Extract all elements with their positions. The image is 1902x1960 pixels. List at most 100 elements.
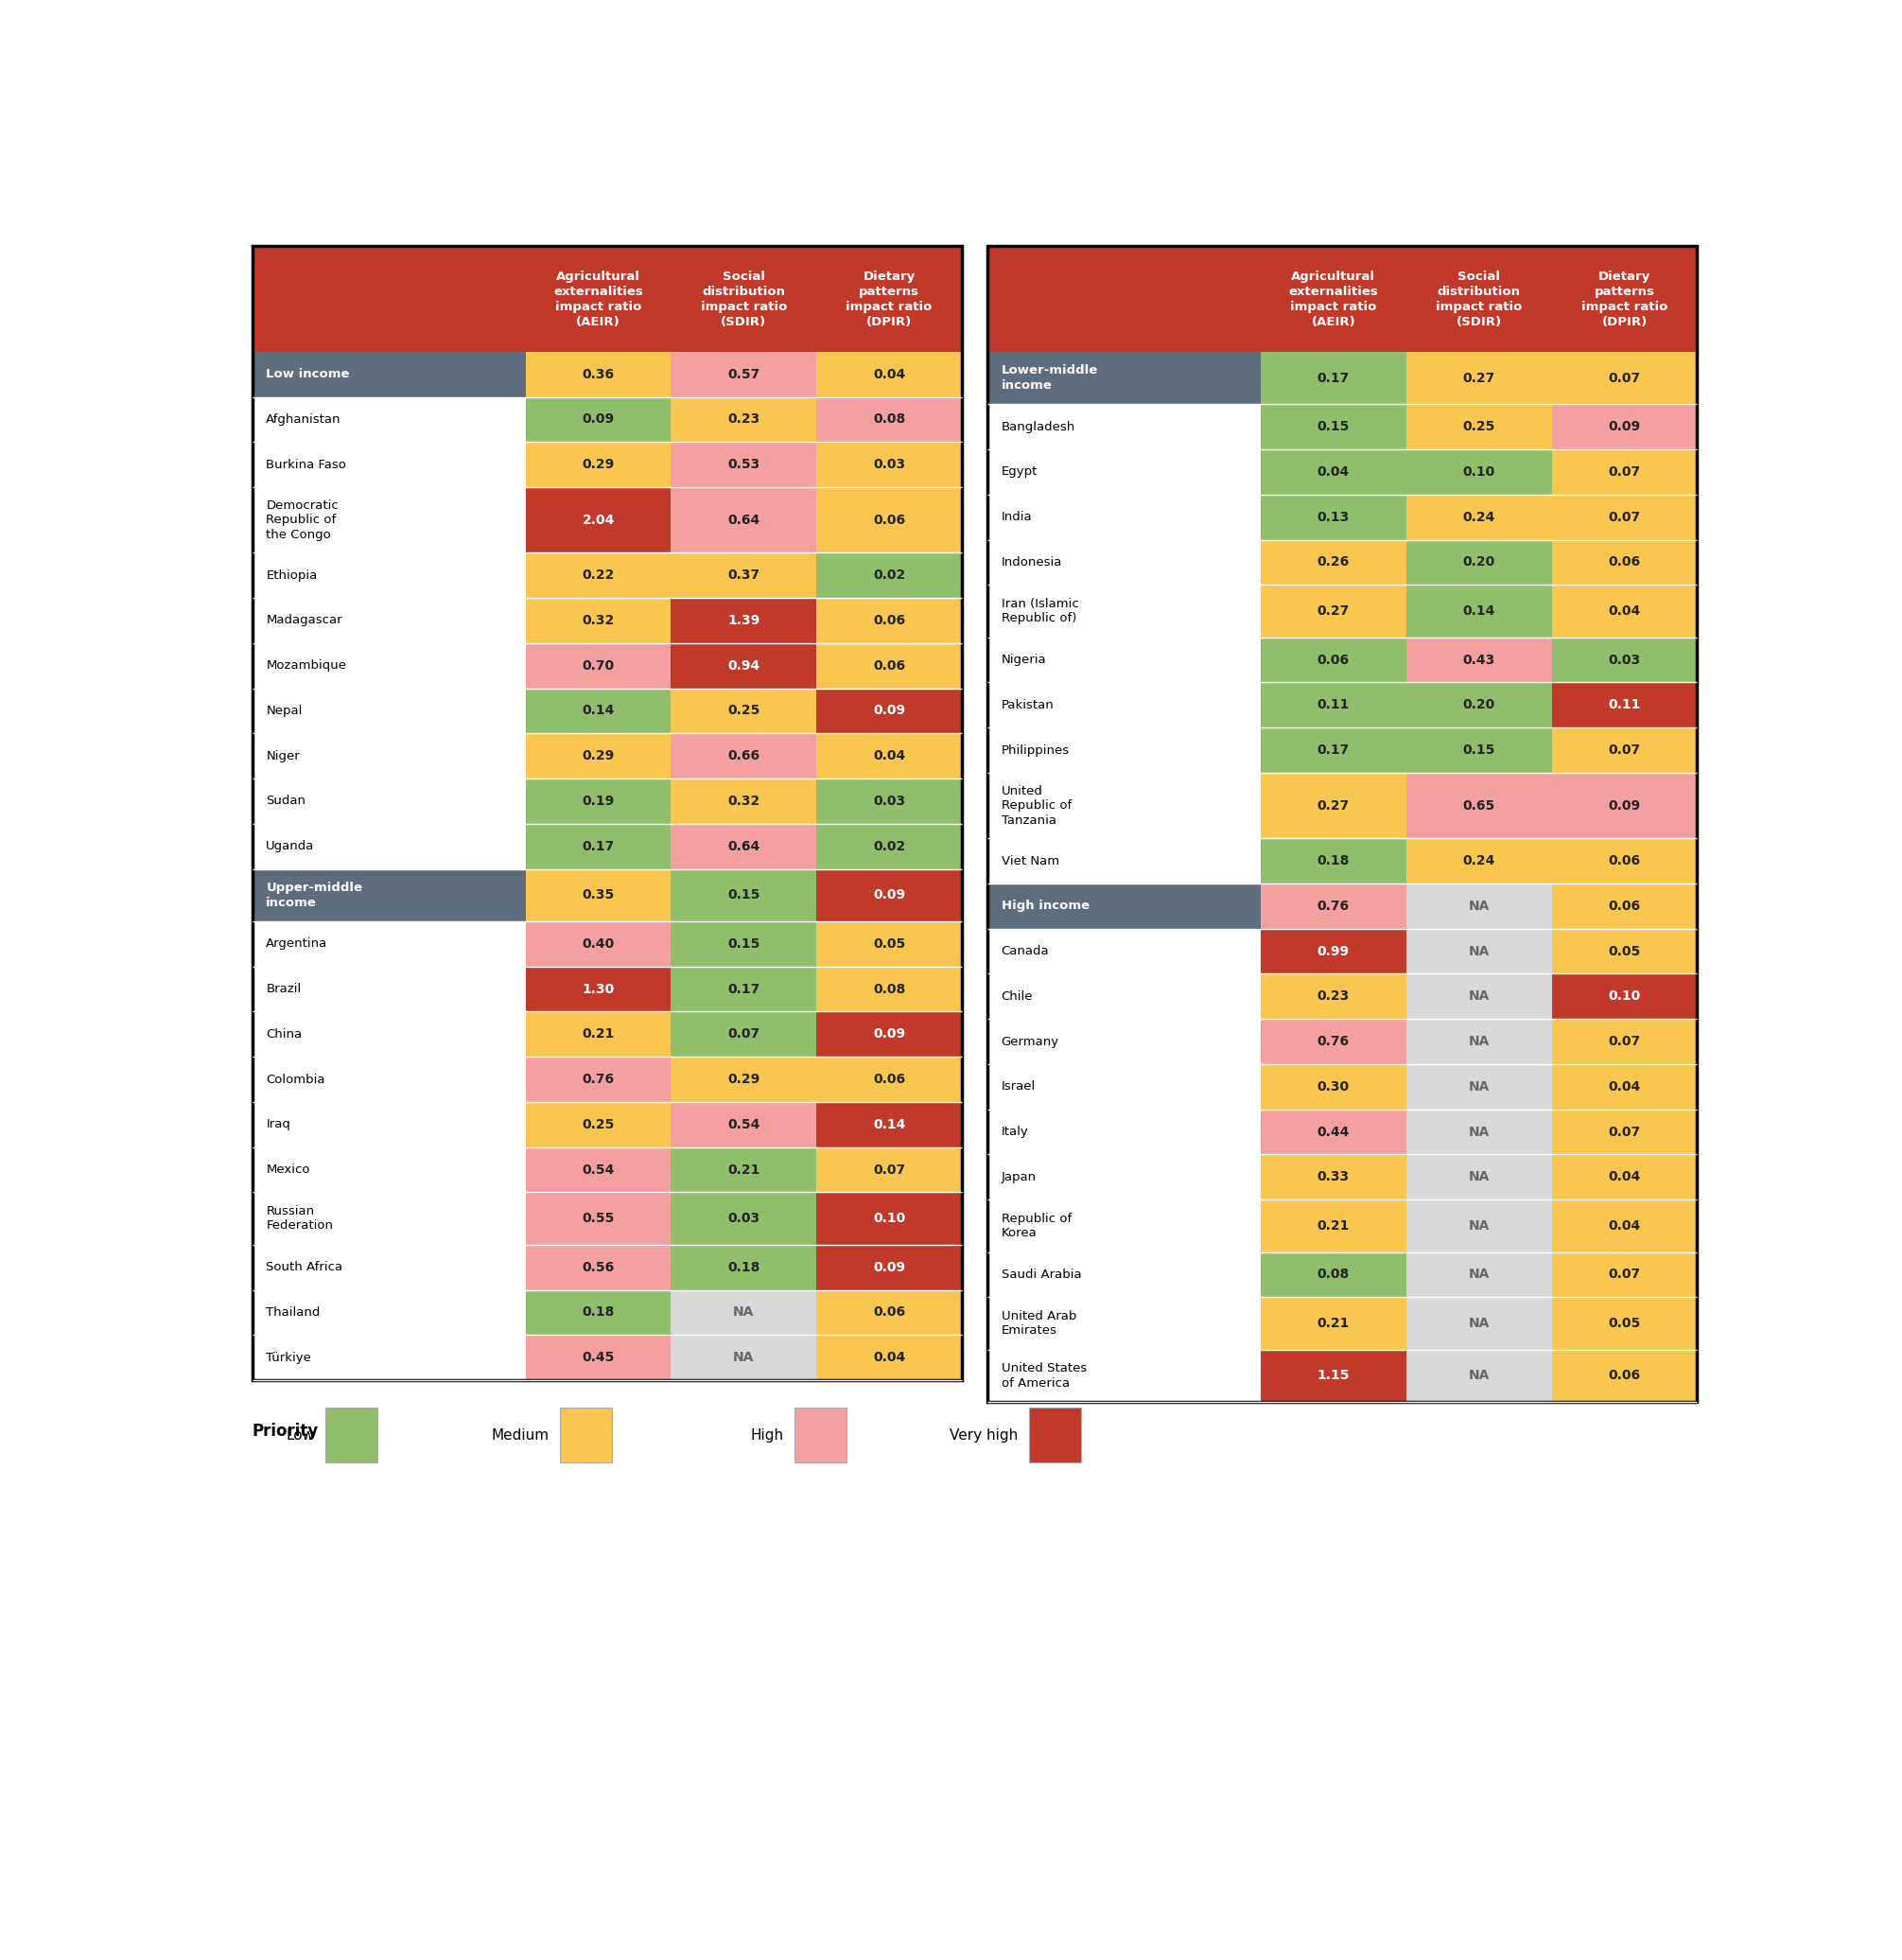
Text: Republic of
Korea: Republic of Korea (1000, 1213, 1071, 1239)
Text: 0.27: 0.27 (1318, 604, 1350, 617)
Text: 0.17: 0.17 (1318, 370, 1350, 384)
Bar (1261, 494, 1406, 539)
Text: 0.21: 0.21 (727, 1162, 761, 1176)
Text: High income: High income (1000, 900, 1090, 911)
Text: 0.20: 0.20 (1463, 698, 1495, 711)
Text: 0.02: 0.02 (873, 568, 905, 582)
Bar (816, 733, 962, 778)
Text: 0.07: 0.07 (728, 1027, 761, 1041)
Bar (816, 396, 962, 443)
Bar (1261, 884, 1406, 929)
Text: Türkiye: Türkiye (266, 1352, 312, 1364)
Text: Israel: Israel (1000, 1080, 1035, 1094)
Bar (671, 966, 816, 1011)
Text: NA: NA (1468, 945, 1489, 958)
Text: Low: Low (285, 1429, 314, 1443)
Text: 0.07: 0.07 (1609, 1125, 1641, 1139)
Bar (325, 1407, 377, 1462)
Text: Canada: Canada (1000, 945, 1050, 956)
Text: 1.15: 1.15 (1318, 1370, 1350, 1382)
Text: NA: NA (1468, 1080, 1489, 1094)
Text: Burkina Faso: Burkina Faso (266, 459, 346, 470)
Bar (987, 637, 1261, 682)
Bar (671, 868, 816, 921)
Text: 0.36: 0.36 (582, 368, 614, 380)
Text: 0.66: 0.66 (728, 749, 761, 762)
Bar (816, 688, 962, 733)
Bar (816, 823, 962, 868)
Bar (1406, 1350, 1552, 1401)
Text: Uganda: Uganda (266, 841, 314, 853)
Text: 0.15: 0.15 (1463, 743, 1495, 757)
Text: Saudi Arabia: Saudi Arabia (1000, 1268, 1082, 1280)
Text: 0.43: 0.43 (1463, 653, 1495, 666)
Text: 1.30: 1.30 (582, 982, 614, 996)
Text: Pakistan: Pakistan (1000, 700, 1054, 711)
Bar (1261, 1154, 1406, 1200)
Bar (987, 929, 1261, 974)
Text: 0.25: 0.25 (1463, 419, 1495, 433)
Bar (1406, 584, 1552, 637)
Bar (816, 1147, 962, 1192)
Text: China: China (266, 1029, 302, 1041)
Text: Iraq: Iraq (266, 1119, 291, 1131)
Bar (987, 1064, 1261, 1109)
Text: 0.06: 0.06 (1318, 653, 1350, 666)
Bar (253, 1011, 525, 1056)
Text: Germany: Germany (1000, 1035, 1059, 1049)
Bar (1552, 1252, 1697, 1298)
Bar (253, 247, 962, 351)
Text: 0.14: 0.14 (1463, 604, 1495, 617)
Text: Nepal: Nepal (266, 706, 302, 717)
Text: 0.15: 0.15 (727, 888, 761, 902)
Bar (525, 396, 671, 443)
Bar (1406, 1298, 1552, 1350)
Text: 0.25: 0.25 (582, 1117, 614, 1131)
Text: 0.06: 0.06 (873, 613, 905, 627)
Bar (1406, 351, 1552, 404)
Bar (1261, 1064, 1406, 1109)
Text: NA: NA (1468, 900, 1489, 913)
Text: Chile: Chile (1000, 990, 1033, 1002)
Text: Iran (Islamic
Republic of): Iran (Islamic Republic of) (1000, 598, 1078, 625)
Text: Thailand: Thailand (266, 1305, 320, 1319)
Bar (987, 682, 1261, 727)
Text: 0.18: 0.18 (727, 1260, 761, 1274)
Bar (253, 966, 525, 1011)
Bar (253, 1290, 525, 1335)
Text: Democratic
Republic of
the Congo: Democratic Republic of the Congo (266, 500, 339, 541)
Text: India: India (1000, 512, 1033, 523)
Text: Brazil: Brazil (266, 982, 301, 996)
Bar (253, 1147, 525, 1192)
Bar (253, 1102, 525, 1147)
Text: 0.06: 0.06 (1609, 555, 1641, 568)
Text: 0.09: 0.09 (582, 414, 614, 425)
Text: Social
distribution
impact ratio
(SDIR): Social distribution impact ratio (SDIR) (1436, 270, 1522, 327)
Text: 0.09: 0.09 (873, 1027, 905, 1041)
Text: South Africa: South Africa (266, 1260, 342, 1274)
Bar (1261, 1298, 1406, 1350)
Text: 0.06: 0.06 (873, 659, 905, 672)
Bar (987, 449, 1261, 494)
Text: 0.26: 0.26 (1318, 555, 1350, 568)
Text: 0.22: 0.22 (582, 568, 614, 582)
Bar (525, 1335, 671, 1380)
Bar (253, 921, 525, 966)
Text: 0.06: 0.06 (873, 514, 905, 527)
Bar (816, 868, 962, 921)
Text: 0.94: 0.94 (728, 659, 761, 672)
Text: Bangladesh: Bangladesh (1000, 421, 1075, 433)
Text: 0.03: 0.03 (1609, 653, 1641, 666)
Bar (987, 584, 1261, 637)
Bar (1406, 1064, 1552, 1109)
Bar (1406, 772, 1552, 839)
Bar (987, 839, 1261, 884)
Bar (671, 778, 816, 823)
Bar (671, 1290, 816, 1335)
Bar (1552, 1154, 1697, 1200)
Text: Japan: Japan (1000, 1170, 1037, 1184)
Bar (1406, 404, 1552, 449)
Text: 0.03: 0.03 (873, 459, 905, 470)
Bar (1406, 539, 1552, 584)
Bar (525, 1102, 671, 1147)
